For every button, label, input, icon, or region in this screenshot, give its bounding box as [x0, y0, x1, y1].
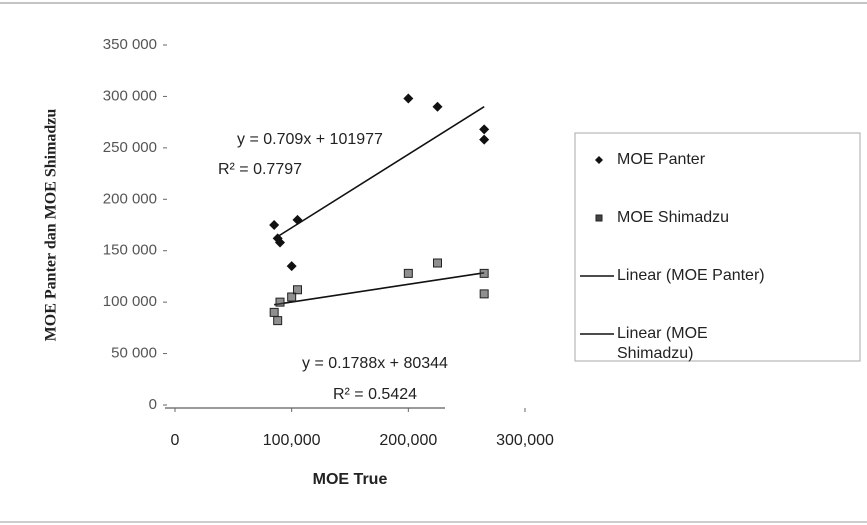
point	[286, 261, 297, 272]
trend-line	[273, 106, 485, 240]
legend-marker	[595, 214, 603, 222]
trend-equation: y = 0.709x + 101977	[237, 131, 383, 148]
point	[269, 307, 279, 317]
legend-marker	[595, 156, 603, 164]
trend-equation: R² = 0.7797	[218, 161, 302, 178]
y-tick-label: 300 000	[103, 87, 157, 104]
y-tick-label: 50 000	[111, 345, 157, 362]
y-tick-label: 150 000	[103, 242, 157, 259]
point	[273, 316, 283, 326]
legend-label: MOE Panter	[617, 151, 706, 168]
point	[479, 134, 490, 145]
y-axis-label: MOE Panter dan MOE Shimadzu	[43, 109, 60, 342]
y-tick-label: 200 000	[103, 190, 157, 207]
y-tick-label: 350 000	[103, 36, 157, 53]
y-tick-label: 0	[149, 396, 157, 413]
point	[275, 297, 285, 307]
legend-box	[574, 132, 861, 362]
y-tick-label: 250 000	[103, 139, 157, 156]
x-tick-label: 100,000	[263, 432, 321, 449]
trend-equation: R² = 0.5424	[333, 386, 417, 403]
point	[269, 220, 280, 230]
trend-line	[274, 272, 485, 306]
legend-label: MOE Shimadzu	[617, 209, 729, 226]
point	[479, 289, 489, 299]
point	[293, 285, 302, 295]
point	[432, 101, 443, 112]
x-tick-label: 0	[171, 432, 180, 449]
x-tick-label: 200,000	[379, 432, 437, 449]
point	[275, 237, 285, 248]
x-tick-label: 300,000	[496, 432, 554, 449]
point	[479, 268, 489, 278]
point	[433, 258, 442, 268]
trend-equation: y = 0.1788x + 80344	[302, 355, 448, 372]
point	[479, 124, 490, 135]
x-axis-label: MOE True	[313, 471, 388, 488]
legend-label: Linear (MOE Panter)	[617, 267, 765, 284]
point	[403, 93, 414, 104]
legend-label: Linear (MOE Shimadzu)	[617, 325, 708, 362]
y-tick-label: 100 000	[103, 293, 157, 310]
point	[403, 268, 413, 278]
point	[292, 214, 303, 225]
